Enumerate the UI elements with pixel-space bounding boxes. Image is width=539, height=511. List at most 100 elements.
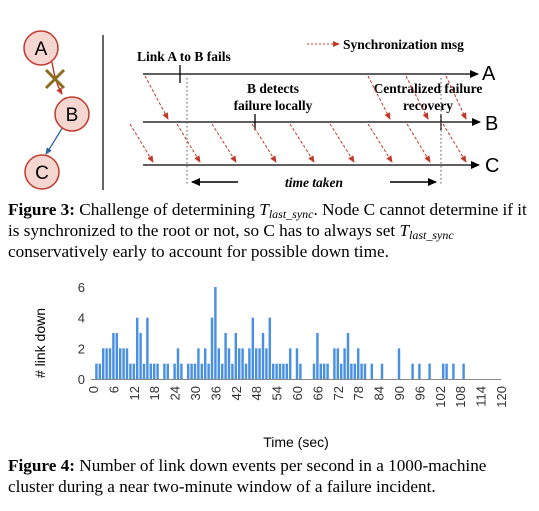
chart-bar [462,363,465,379]
chart-bar [190,363,193,379]
chart-bar [176,348,180,379]
event-b-detects-line2: failure locally [234,98,313,113]
event-link-fails-label: Link A to B fails [137,49,231,64]
sync-messages [129,75,467,163]
chart-bar [220,363,224,379]
figure-4-caption-label: Figure 4: [8,456,75,475]
chart-bar [203,348,207,379]
node-graph: A B C [23,30,90,190]
chart-x-tick-label: 102 [433,386,448,408]
broken-link-cross-icon [44,68,66,90]
chart-bar [275,363,278,379]
chart-y-tick-label: 4 [78,311,85,326]
chart-bar [295,348,299,379]
link-b-c [45,124,65,155]
chart-y-tick-label: 6 [78,280,85,295]
time-taken-label: time taken [285,175,343,190]
chart-bar [95,363,98,379]
chart-bar [428,363,431,379]
chart-bar [234,333,238,379]
chart-bar [139,333,142,379]
chart-bar [346,333,350,379]
chart-bar [146,317,149,379]
node-a-label: A [35,39,48,60]
chart-bar [251,317,255,379]
chart-bar [333,348,336,379]
chart-bar [105,348,108,379]
chart-bar [288,348,292,379]
chart-bar [278,363,282,379]
chart-bar [166,363,170,379]
figure-3-caption-text-mid: . Node C cannot determine if it is synch… [8,200,527,240]
chart-bar [248,348,251,379]
chart-bar [343,348,346,379]
chart-bar [163,363,166,379]
chart-bar [370,363,374,379]
chart-bar [200,363,204,379]
chart-x-tick-label: 120 [494,386,509,408]
chart-bar [142,363,146,379]
figure-3-caption-var-2: Tlast_sync [399,221,454,242]
chart-x-tick-label: 114 [474,386,489,407]
figure-4-caption: Figure 4: Number of link down events per… [8,455,532,497]
chart-bar [452,363,455,379]
chart-x-tick-label: 66 [310,386,325,400]
node-a: A [23,30,59,66]
timeline-a-label: A [482,63,496,85]
event-recovery-line1: Centralized failure [374,81,483,96]
chart-x-tick-label: 18 [147,386,162,400]
chart-bar [271,363,275,379]
chart-x-tick-label: 30 [188,386,203,400]
chart-y-axis: 0 2 4 6 [78,280,85,387]
chart-bar [173,363,176,379]
chart-bar [231,363,234,379]
chart-x-tick-label: 90 [392,386,407,400]
figure-3-diagram: A B C Synchronization msg A B C Link A t… [23,30,499,190]
chart-bar [112,333,115,379]
chart-bar [258,348,261,379]
chart-bar [227,348,231,379]
chart-bar [118,348,122,379]
chart-bar [193,363,197,379]
chart-bar [268,317,272,379]
timeline-b-label: B [485,113,498,135]
timeline-a: A [143,63,496,85]
chart-bar [254,348,258,379]
chart-x-tick-label: 36 [208,386,223,400]
chart-bar [261,333,265,379]
chart-bar [241,348,244,379]
chart-bar [322,363,326,379]
chart-y-axis-label: # link down [32,308,48,378]
figure-3-caption-text-before: Challenge of determining [79,200,255,219]
node-c-label: C [35,163,49,184]
chart-x-tick-label: 0 [86,386,101,393]
chart-bar [98,363,102,379]
chart-bar [149,363,153,379]
chart-y-tick-label: 2 [78,341,85,356]
chart-bar [132,363,136,379]
chart-bar [265,348,268,379]
chart-bar [244,363,248,379]
chart-bar [418,363,421,379]
chart-bar [282,363,285,379]
chart-bar [353,363,357,379]
chart-bar [363,363,367,379]
chart-bar [336,348,340,379]
chart-x-tick-label: 24 [168,386,183,400]
figure-3-caption-text-after: conservatively early to account for poss… [8,242,389,261]
chart-bar [299,363,302,379]
chart-x-tick-label: 42 [229,386,244,400]
chart-bar [312,363,316,379]
chart-bar [129,363,132,379]
chart-x-tick-label: 108 [453,386,468,408]
chart-x-tick-label: 48 [249,386,264,400]
chart-bar [380,363,384,379]
chart-bar [125,348,129,379]
chart-bar [237,348,241,379]
node-b-label: B [66,105,79,126]
chart-x-axis: 0 6 12 18 24 30 36 42 48 54 60 66 72 78 84 90 96 102 108 11… [86,386,509,408]
chart-bar [217,348,221,379]
chart-x-tick-label: 84 [372,386,387,400]
legend: Synchronization msg [307,37,464,52]
chart-x-tick-label: 12 [127,386,142,400]
